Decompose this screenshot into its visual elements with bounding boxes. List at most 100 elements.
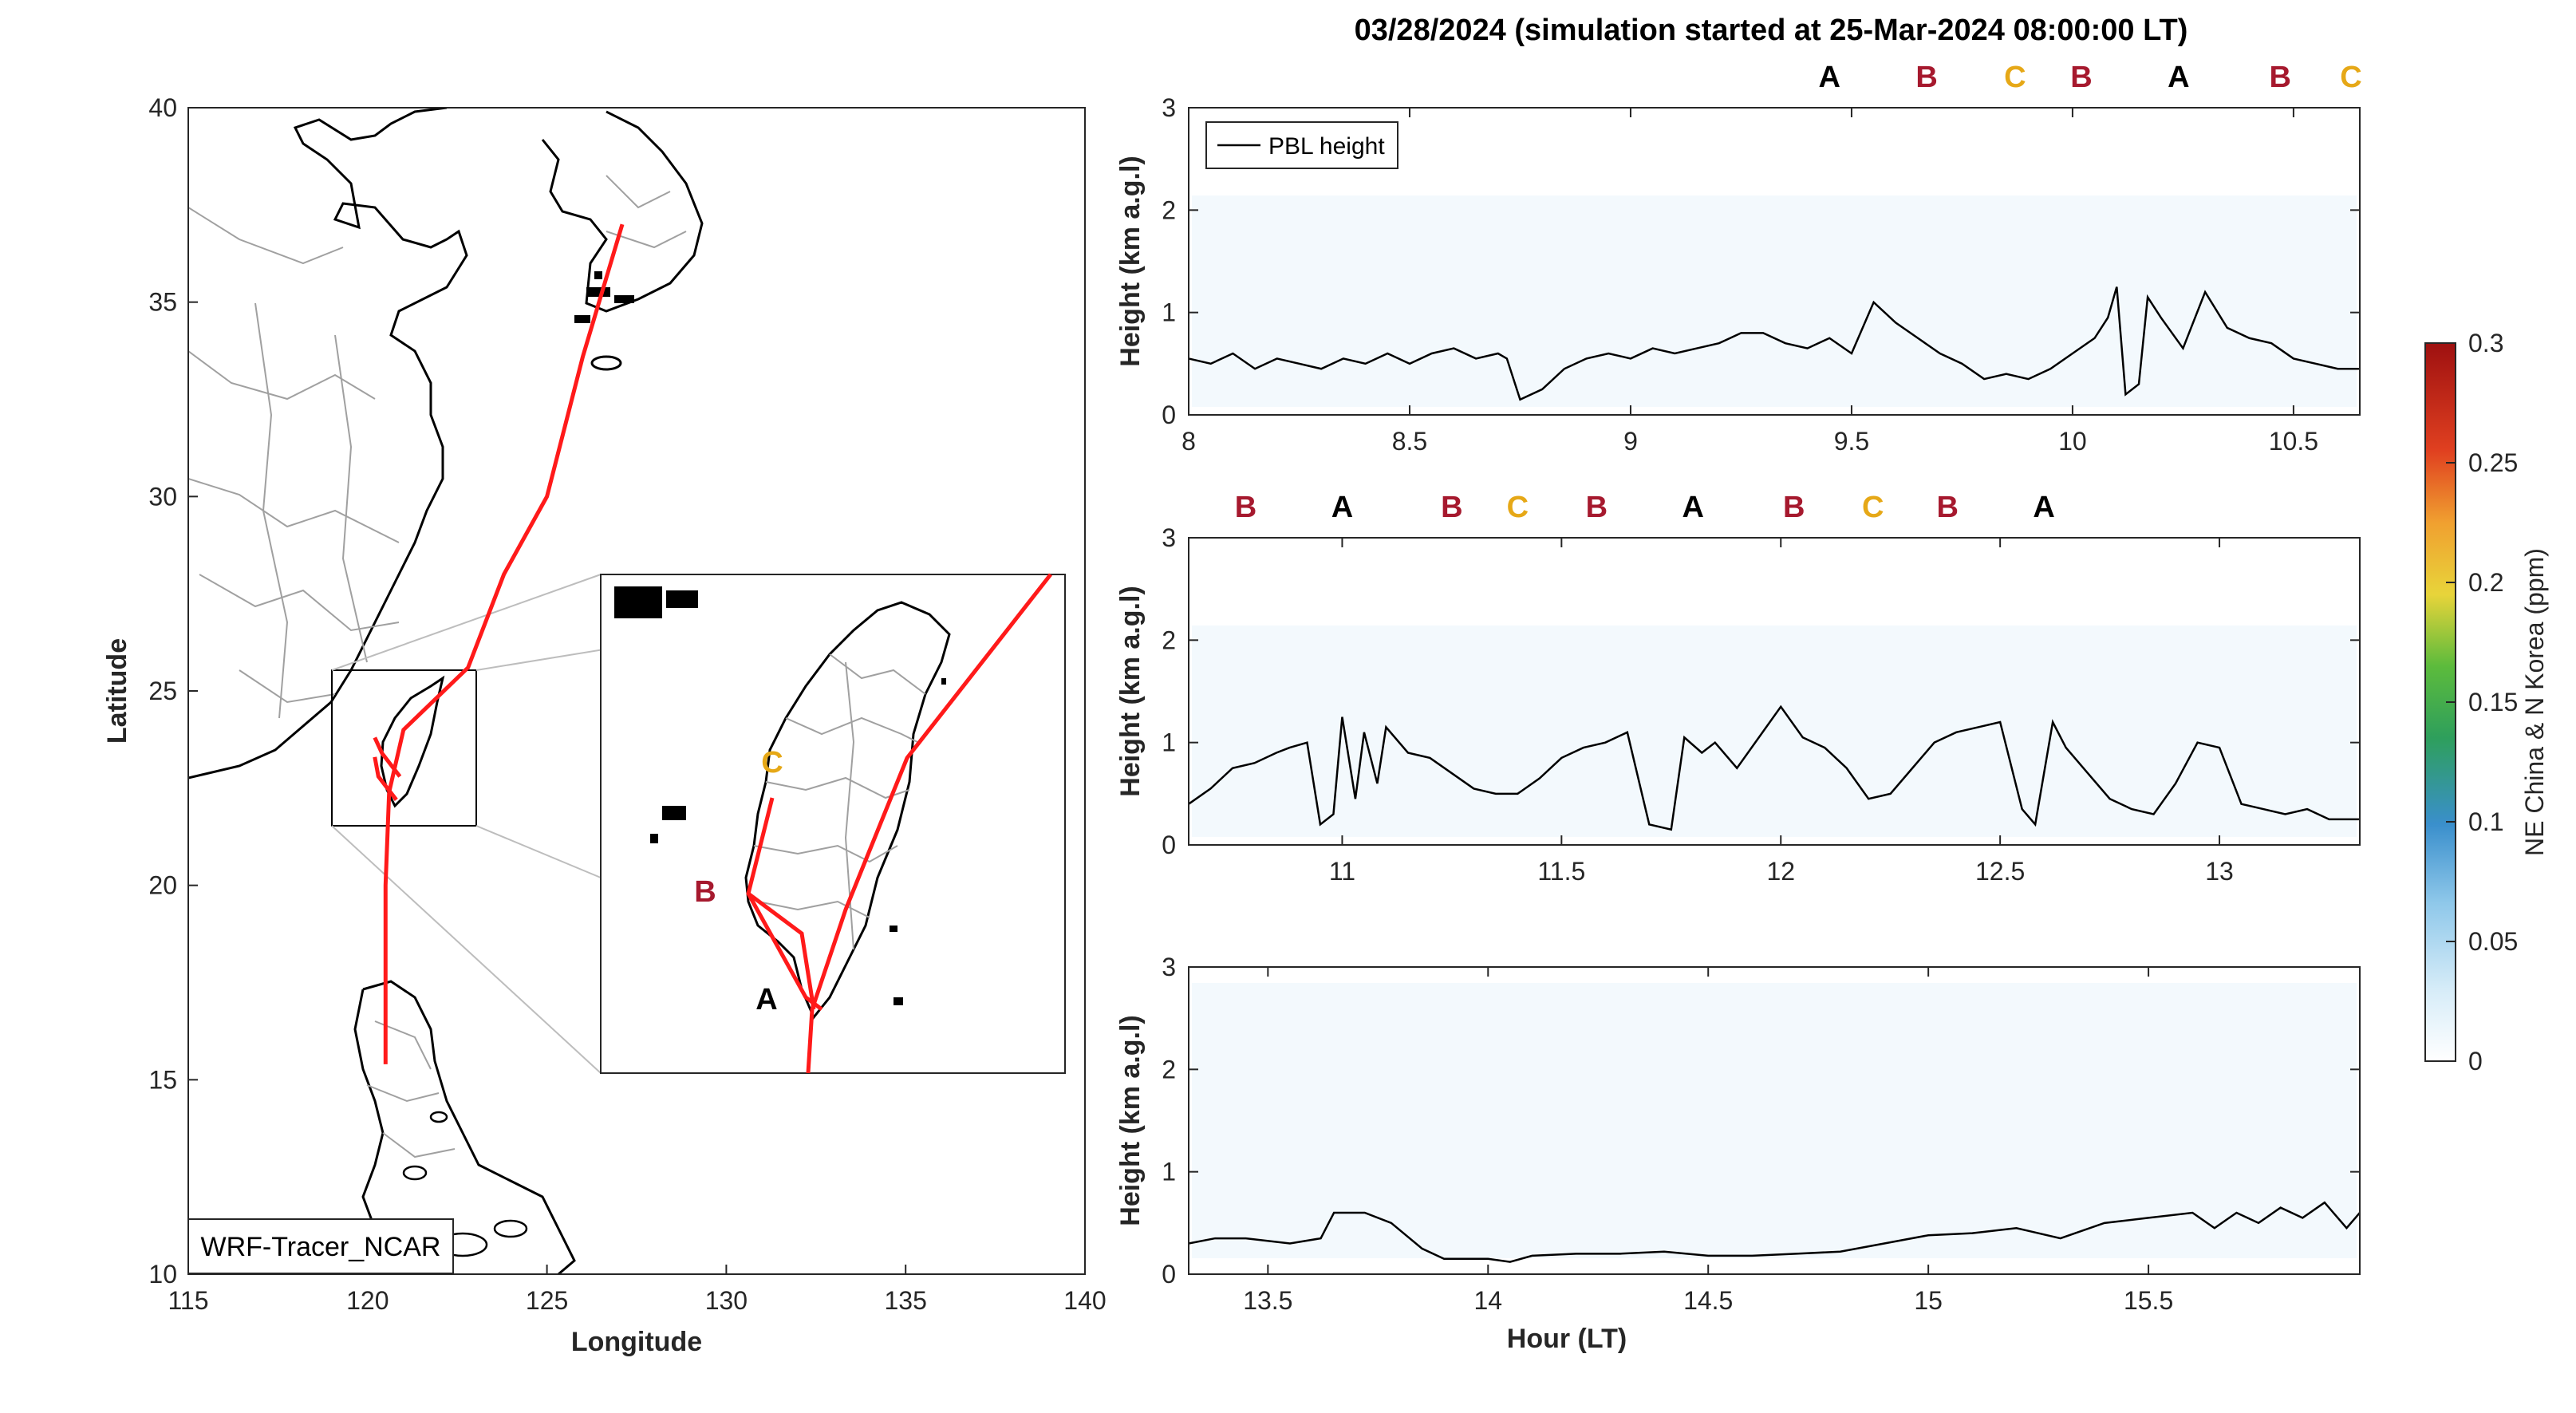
- segment-label-b: B: [1783, 491, 1805, 524]
- zoom-connector: [475, 825, 602, 878]
- legend: PBL height: [1205, 121, 1398, 169]
- taiwan-zoom-box: [331, 669, 477, 827]
- xtick-label: 11: [1329, 857, 1355, 886]
- segment-label-c: C: [1507, 491, 1529, 524]
- colorbar-label: NE China & N Korea (ppm): [2520, 548, 2549, 856]
- xtick-label: 10: [2058, 427, 2087, 456]
- inset-taiwan-coastline: [744, 601, 951, 1020]
- segment-label-a: A: [1819, 61, 1840, 94]
- xtick-label: 9: [1623, 427, 1638, 456]
- segment-label-c: C: [2340, 61, 2361, 94]
- ytick-label: 3: [1162, 93, 1176, 122]
- xtick-label: 13.5: [1243, 1286, 1292, 1315]
- map-xlabel: Longitude: [571, 1327, 702, 1357]
- luzon-borders: [366, 1020, 456, 1158]
- map-xtick-label: 125: [526, 1286, 568, 1315]
- segment-label-a: A: [2168, 61, 2189, 94]
- map-xtick-label: 140: [1063, 1286, 1106, 1315]
- xtick-label: 15.5: [2124, 1286, 2173, 1315]
- colorbar-tick-label: 0.15: [2468, 688, 2518, 716]
- colorbar: 0 0.05 0.1 0.15 0.2 0.25 0.3 NE China & N Kore…: [2424, 329, 2549, 1076]
- xtick-label: 14.5: [1683, 1286, 1733, 1315]
- tracer-shading: [1192, 626, 2357, 837]
- inset-label-b: B: [694, 875, 716, 909]
- map-ytick-label: 30: [148, 482, 177, 511]
- ytick-label: 0: [1162, 1260, 1176, 1289]
- inset-flight-track: [806, 573, 1052, 1074]
- jeju-island: [590, 355, 622, 371]
- legend-label: PBL height: [1268, 133, 1385, 160]
- pbl-panel-3: 13.5 14 14.5 15 15.5 0 1 2 3 Height (km a.g.l) Hou…: [1115, 953, 2361, 1354]
- xtick-label: 14: [1473, 1286, 1502, 1315]
- taiwan-inset: C B A: [600, 573, 1066, 1074]
- ytick-label: 0: [1162, 831, 1176, 859]
- segment-label-b: B: [2070, 61, 2092, 94]
- map-ytick-label: 15: [148, 1065, 177, 1094]
- model-label: WRF-Tracer_NCAR: [201, 1232, 441, 1262]
- xtick-label: 10.5: [2269, 427, 2318, 456]
- colorbar-tick-label: 0.1: [2468, 807, 2503, 836]
- colorbar-tick-label: 0: [2468, 1047, 2483, 1076]
- inset-label-a: A: [755, 983, 777, 1016]
- map-panel: 115 120 125 130 135 140 10 15 20 25 30 35 40 Longit…: [102, 93, 1107, 1357]
- ytick-label: 3: [1162, 953, 1176, 981]
- province-borders: [188, 175, 687, 719]
- map-ytick-label: 35: [148, 288, 177, 317]
- xtick-label: 8: [1181, 427, 1196, 456]
- pbl-height-line: [1188, 705, 2360, 831]
- colorbar-tick-label: 0.2: [2468, 568, 2503, 597]
- zoom-connector: [331, 825, 602, 1074]
- segment-label-b: B: [1235, 491, 1256, 524]
- xtick-label: 8.5: [1392, 427, 1427, 456]
- plot-frame: [1188, 537, 2361, 846]
- inset-flight-track: [747, 891, 816, 1010]
- plot-frame: [1188, 107, 2361, 416]
- ytick-label: 3: [1162, 523, 1176, 552]
- map-ytick-label: 40: [148, 93, 177, 122]
- flight-track: [383, 223, 625, 1064]
- ylabel: Height (km a.g.l): [1115, 1015, 1146, 1226]
- inset-islands: [614, 586, 946, 1005]
- xtick-label: 12.5: [1975, 857, 2025, 886]
- map-ylabel: Latitude: [102, 638, 132, 744]
- segment-label-a: A: [1682, 491, 1704, 524]
- colorbar-tick-label: 0.3: [2468, 329, 2503, 357]
- colorbar-tick-label: 0.25: [2468, 448, 2518, 477]
- ytick-label: 2: [1162, 626, 1176, 654]
- plot-frame: [1188, 966, 2361, 1275]
- korea-coastline: [541, 110, 704, 313]
- map-xtick-label: 130: [705, 1286, 748, 1315]
- segment-label-b: B: [1936, 491, 1958, 524]
- flight-track-taiwan: [373, 756, 398, 801]
- segment-label-a: A: [2033, 491, 2054, 524]
- ytick-label: 1: [1162, 728, 1176, 757]
- xtick-label: 12: [1766, 857, 1795, 886]
- map-xtick-label: 115: [168, 1286, 208, 1315]
- inset-label-c: C: [761, 746, 783, 780]
- ylabel: Height (km a.g.l): [1115, 586, 1146, 796]
- zoom-connector: [331, 574, 602, 671]
- pbl-height-line: [1188, 286, 2360, 401]
- ytick-label: 1: [1162, 1158, 1176, 1186]
- xlabel: Hour (LT): [1507, 1324, 1627, 1354]
- segment-label-b: B: [1441, 491, 1462, 524]
- tracer-shading: [1192, 195, 2357, 407]
- map-xtick-label: 135: [885, 1286, 927, 1315]
- ytick-label: 0: [1162, 401, 1176, 429]
- segment-label-b: B: [1915, 61, 1937, 94]
- segment-label-b: B: [2270, 61, 2291, 94]
- map-ytick-label: 10: [148, 1260, 177, 1289]
- ytick-label: 2: [1162, 195, 1176, 224]
- figure-title: 03/28/2024 (simulation started at 25-Mar…: [1355, 14, 2188, 47]
- ytick-label: 1: [1162, 298, 1176, 327]
- flight-track-taiwan: [373, 736, 402, 778]
- taiwan-coastline: [380, 675, 445, 808]
- ylabel: Height (km a.g.l): [1115, 156, 1146, 366]
- pbl-panel-1: 8 8.5 9 9.5 10 10.5 0 1 2 3 Height (km a.g.l) A B C B A…: [1115, 61, 2362, 456]
- xtick-label: 15: [1914, 1286, 1943, 1315]
- china-coastline: [188, 108, 468, 780]
- xtick-label: 9.5: [1834, 427, 1869, 456]
- tracer-shading: [1192, 983, 2357, 1258]
